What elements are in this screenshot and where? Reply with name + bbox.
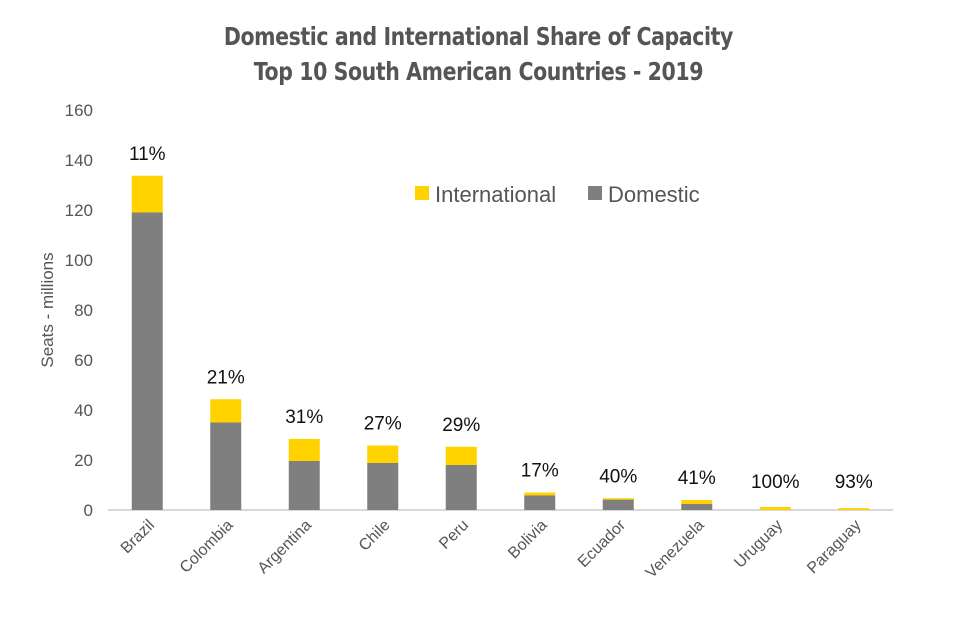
bar-domestic-chile: [367, 463, 399, 510]
legend-swatch-international: [415, 186, 429, 200]
chart-title: Domestic and International Share of Capa…: [223, 22, 733, 51]
data-label-argentina: 31%: [285, 407, 323, 428]
data-label-uruguay: 100%: [751, 472, 800, 493]
data-label-brazil: 11%: [129, 144, 166, 165]
bar-international-paraguay: [838, 508, 870, 510]
data-label-ecuador: 40%: [599, 466, 637, 487]
y-tick-label: 60: [74, 351, 93, 370]
legend-label-domestic: Domestic: [608, 182, 700, 207]
legend: International Domestic: [415, 182, 700, 207]
bar-international-chile: [367, 445, 399, 463]
y-tick-label: 100: [65, 251, 93, 270]
bar-domestic-venezuela: [681, 504, 713, 510]
data-label-venezuela: 41%: [678, 468, 716, 489]
y-tick-label: 120: [65, 201, 93, 220]
x-tick-label-uruguay: Uruguay: [731, 517, 786, 572]
y-tick-label: 140: [65, 151, 93, 170]
bar-domestic-ecuador: [602, 499, 634, 510]
data-label-bolivia: 17%: [521, 461, 559, 482]
bar-international-brazil: [131, 175, 163, 213]
y-tick-label: 20: [74, 451, 93, 470]
legend-label-international: International: [435, 182, 556, 207]
data-label-chile: 27%: [364, 414, 402, 435]
x-tick-label-paraguay: Paraguay: [804, 517, 864, 577]
x-tick-label-colombia: Colombia: [177, 517, 237, 577]
bar-international-peru: [445, 446, 477, 465]
bar-domestic-bolivia: [524, 495, 556, 510]
x-tick-label-peru: Peru: [436, 517, 472, 553]
bar-international-bolivia: [524, 492, 556, 496]
data-label-peru: 29%: [442, 415, 480, 436]
x-tick-label-venezuela: Venezuela: [643, 517, 708, 582]
data-label-paraguay: 93%: [835, 472, 873, 493]
y-axis-label: Seats - millions: [38, 252, 57, 367]
x-tick-label-argentina: Argentina: [255, 517, 316, 578]
bar-international-venezuela: [681, 500, 713, 504]
bar-domestic-peru: [445, 465, 477, 510]
y-tick-label: 0: [84, 501, 93, 520]
y-tick-label: 160: [65, 101, 93, 120]
x-tick-label-chile: Chile: [356, 517, 394, 555]
bar-international-ecuador: [602, 498, 634, 500]
bar-international-uruguay: [759, 507, 791, 510]
bar-international-colombia: [210, 399, 242, 423]
x-tick-label-brazil: Brazil: [118, 517, 158, 557]
data-label-colombia: 21%: [207, 367, 245, 388]
y-tick-label: 40: [74, 401, 93, 420]
bar-domestic-colombia: [210, 422, 242, 510]
bar-domestic-argentina: [288, 461, 320, 510]
bar-domestic-brazil: [131, 212, 163, 510]
y-tick-label: 80: [74, 301, 93, 320]
x-tick-label-bolivia: Bolivia: [505, 517, 550, 562]
legend-swatch-domestic: [588, 186, 602, 200]
chart-subtitle: Top 10 South American Countries - 2019: [253, 57, 704, 86]
x-tick-label-ecuador: Ecuador: [575, 516, 630, 571]
bar-international-argentina: [288, 439, 320, 461]
